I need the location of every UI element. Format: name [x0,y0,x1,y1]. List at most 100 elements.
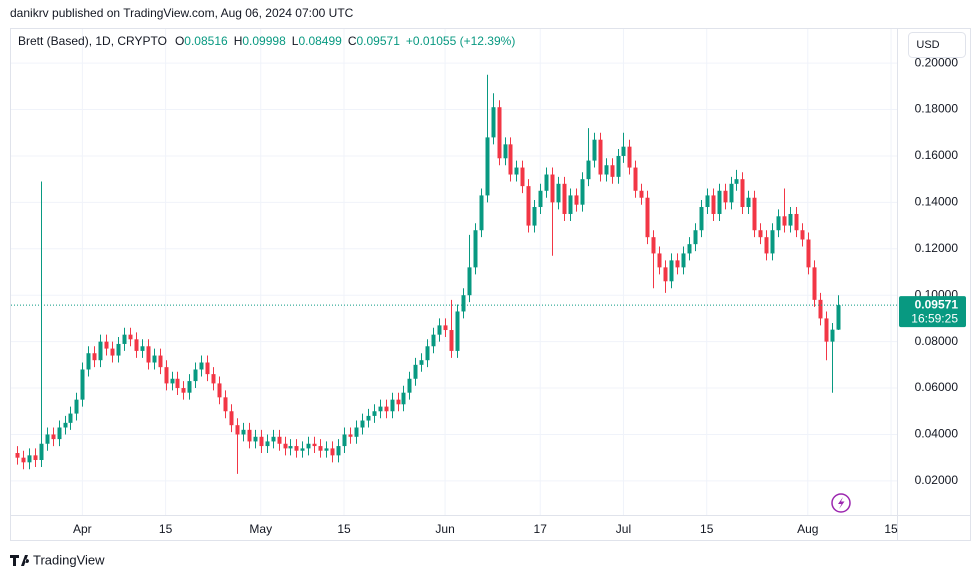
candle-body [508,144,513,175]
candle-body [812,267,817,300]
currency-button-box[interactable] [908,32,966,58]
candle-body [122,334,127,344]
alert-icon[interactable] [831,493,851,513]
candle-body [57,427,62,440]
candle-body [830,329,835,342]
candle-body [378,406,383,412]
candle-body [104,341,109,349]
currency-label[interactable]: USD [916,39,939,51]
candle-body [390,399,395,412]
candle-body [348,434,353,437]
candle-body [544,174,549,191]
candle-body [770,230,775,254]
candle-body [711,195,716,214]
candle-body [491,107,496,138]
x-tick-label: 15 [337,522,351,536]
last-price-tag [899,296,966,328]
candle-body [788,213,793,226]
candle-body [699,207,704,231]
candle-body [92,353,97,361]
candle-body [247,429,252,442]
candle-body [300,448,305,451]
candle-body [616,155,621,177]
candle-body [336,446,341,456]
candle-body [15,453,20,458]
candle-body [318,446,323,451]
candle-body [592,139,597,161]
candle-body [538,190,543,208]
alert-circle[interactable] [831,493,851,513]
candle-body [413,364,418,379]
brand-name: TradingView [33,552,105,567]
candle-body [473,230,478,268]
candle-body [479,195,484,231]
candle-body [277,436,282,444]
x-tick-label: Apr [73,522,92,536]
candle-body [610,165,615,177]
candle-body [657,253,662,268]
candle-body [758,230,763,238]
candle-body [259,436,264,447]
candle-body [794,213,799,231]
candle-body [514,167,519,175]
y-tick-label: 0.12000 [915,241,959,255]
candle-body [705,195,710,208]
candle-body [443,325,448,331]
candle-body [639,190,644,198]
candle-body [98,341,103,361]
ohlc-label: H [234,34,243,48]
candle-body [633,167,638,191]
candle-body [384,406,389,412]
countdown-label: 16:59:25 [911,311,958,325]
ohlc-value: 0.09998 [242,34,286,48]
y-tick-label: 0.02000 [915,473,959,487]
ohlc-value: 0.08516 [184,34,228,48]
x-tick-label: 15 [159,522,173,536]
candle-body [74,399,79,414]
candle-body [437,325,442,335]
candle-body [288,446,293,449]
candle-body [604,165,609,175]
published-note: danikrv published on TradingView.com, Au… [10,6,354,20]
candle-body [693,230,698,245]
candle-body [21,457,26,463]
ohlc-label: L [292,34,299,48]
candle-body [431,334,436,347]
candle-body [818,299,823,319]
candle-body [669,260,674,282]
chart-frame [10,28,971,541]
candle-body [419,360,424,365]
candle-body [39,443,44,460]
candle-body [253,436,258,442]
candle-body [193,369,198,382]
candle-body [645,197,650,238]
candle-body [687,244,692,254]
ohlc-label: C [348,34,357,48]
candle-body [294,446,299,451]
x-tick-label: Jun [435,522,454,536]
y-tick-label: 0.18000 [915,102,959,116]
candle-body [86,353,91,370]
candle-body [27,455,32,463]
alert-bolt[interactable] [838,497,845,509]
y-tick-label: 0.04000 [915,427,959,441]
candle-body [324,448,329,451]
candle-body [164,367,169,384]
candle-body [140,346,145,351]
candle-body [360,420,365,428]
candle-body [366,415,371,421]
candle-body [764,237,769,254]
x-tick-label: Aug [797,522,818,536]
candle-body [235,425,240,435]
candle-body [217,383,222,398]
candle-body [134,339,139,351]
y-tick-label: 0.20000 [915,55,959,69]
candle-body [717,190,722,214]
candle-body [752,197,757,231]
candle-body [467,267,472,296]
candle-body [800,230,805,240]
candle-body [407,378,412,393]
candle-body [776,216,781,231]
currency-button[interactable]: USD [908,32,966,58]
